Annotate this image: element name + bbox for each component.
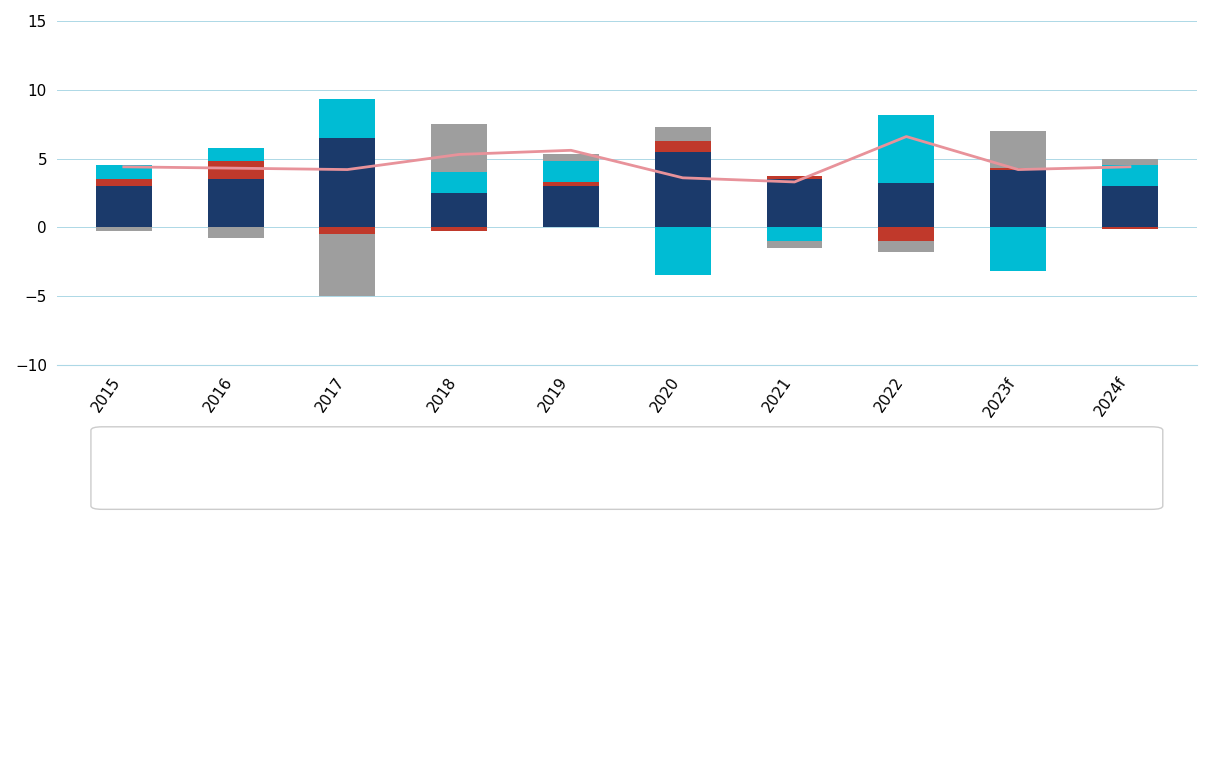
Bar: [96, 227, 152, 232]
Bar: [767, 241, 823, 248]
Bar: [543, 161, 599, 182]
Bar: [767, 227, 823, 241]
Bar: [543, 186, 599, 227]
Bar: [96, 186, 152, 227]
Bar: [879, 227, 934, 241]
Bar: [1102, 165, 1157, 186]
Bar: [654, 227, 710, 275]
Legend: خالص صادرات, درصد رشد واقعی GDP: خالص صادرات, درصد رشد واقعی GDP: [262, 448, 650, 476]
Bar: [654, 141, 710, 151]
Bar: [879, 241, 934, 252]
Bar: [207, 161, 263, 179]
Bar: [654, 127, 710, 141]
Bar: [879, 115, 934, 184]
Bar: [320, 234, 376, 296]
Bar: [990, 227, 1046, 272]
Bar: [96, 179, 152, 186]
Bar: [1102, 158, 1157, 165]
Bar: [767, 177, 823, 179]
Bar: [767, 179, 823, 227]
Bar: [207, 148, 263, 161]
Bar: [96, 165, 152, 179]
Bar: [990, 170, 1046, 227]
Bar: [207, 227, 263, 239]
Bar: [320, 138, 376, 227]
Bar: [320, 227, 376, 234]
Bar: [543, 155, 599, 161]
Bar: [990, 131, 1046, 168]
Bar: [990, 168, 1046, 170]
Bar: [543, 182, 599, 186]
Bar: [207, 179, 263, 227]
Bar: [431, 124, 487, 172]
Bar: [1102, 186, 1157, 227]
Bar: [879, 184, 934, 227]
Bar: [320, 99, 376, 138]
Bar: [431, 227, 487, 232]
Bar: [1102, 227, 1157, 230]
Bar: [654, 151, 710, 227]
FancyBboxPatch shape: [91, 427, 1162, 509]
Bar: [431, 172, 487, 193]
Bar: [431, 193, 487, 227]
